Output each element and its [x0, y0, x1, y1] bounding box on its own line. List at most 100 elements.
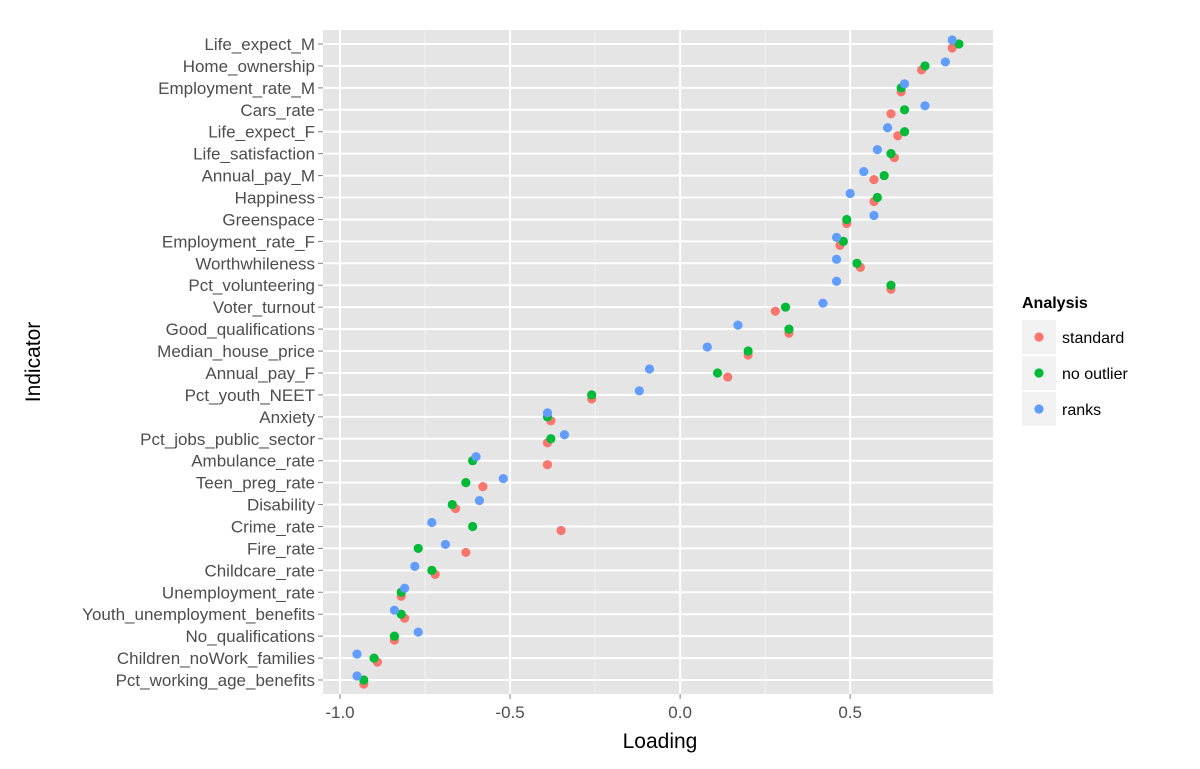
point-no-outlier [852, 258, 862, 268]
point-ranks [400, 583, 410, 593]
y-tick-label: Pct_youth_NEET [185, 386, 315, 405]
point-ranks [818, 298, 828, 308]
y-tick-label: Median_house_price [157, 342, 315, 361]
point-ranks [882, 123, 893, 133]
x-tick-label: 0.0 [668, 703, 692, 722]
y-tick-label: Teen_preg_rate [196, 474, 315, 493]
point-no-outlier [780, 302, 791, 312]
y-tick-label: Voter_turnout [213, 298, 315, 317]
data-points [352, 35, 964, 689]
point-ranks [831, 254, 842, 264]
point-no-outlier [743, 346, 753, 356]
point-no-outlier [369, 653, 379, 663]
point-no-outlier [954, 39, 964, 49]
point-ranks [940, 57, 950, 67]
point-no-outlier [886, 280, 896, 290]
point-no-outlier [587, 390, 597, 400]
point-no-outlier [920, 61, 930, 71]
y-tick-label: Home_ownership [183, 57, 315, 76]
y-tick-label: Cars_rate [240, 101, 315, 120]
plot-panel [323, 30, 993, 694]
y-tick-label: Children_noWork_families [117, 649, 315, 668]
point-no-outlier [546, 434, 556, 444]
point-ranks [702, 342, 712, 352]
point-ranks [498, 474, 508, 484]
point-no-outlier [842, 214, 852, 225]
y-tick-label: Fire_rate [247, 539, 315, 558]
y-tick-label: Anxiety [259, 408, 315, 427]
y-tick-label: Life_satisfaction [193, 145, 315, 164]
point-no-outlier [447, 499, 457, 510]
y-tick-label: Greenspace [222, 210, 315, 229]
point-standard [886, 109, 896, 119]
point-no-outlier [899, 105, 910, 115]
y-tick-label: Employment_rate_F [162, 232, 315, 251]
x-axis: -1.0 -0.5 0.0 0.5 [325, 694, 862, 722]
x-axis-title: Loading [623, 730, 698, 753]
point-standard [869, 174, 879, 185]
y-tick-label: Happiness [235, 189, 315, 208]
point-no-outlier [899, 127, 910, 137]
point-standard [542, 460, 553, 470]
point-ranks [920, 101, 930, 111]
y-tick-label: Worthwhileness [195, 254, 315, 273]
y-tick-label: Unemployment_rate [162, 583, 315, 602]
point-no-outlier [427, 565, 437, 575]
point-ranks [471, 452, 481, 462]
point-ranks [427, 517, 437, 528]
legend-key-no-outlier [1034, 368, 1044, 378]
y-axis: Life_expect_M Home_ownership Employment_ra… [82, 35, 323, 690]
x-tick-label: 0.5 [838, 703, 862, 722]
point-no-outlier [838, 236, 848, 246]
point-ranks [733, 320, 743, 330]
point-no-outlier [396, 609, 406, 619]
x-tick-label: -0.5 [495, 703, 524, 722]
point-ranks [389, 605, 400, 615]
point-ranks [947, 35, 957, 45]
point-standard [947, 43, 957, 53]
point-ranks [644, 364, 655, 374]
y-tick-label: Childcare_rate [204, 561, 315, 580]
point-ranks [872, 145, 882, 155]
y-tick-label: Pct_working_age_benefits [116, 671, 315, 690]
y-tick-label: Employment_rate_M [158, 79, 315, 98]
x-tick-label: -1.0 [325, 703, 354, 722]
legend: Analysis standard no outlier ranks [1022, 295, 1128, 426]
point-standard [770, 306, 780, 316]
point-ranks [559, 430, 570, 440]
point-standard [723, 372, 733, 382]
y-tick-label: Disability [247, 496, 316, 515]
point-no-outlier [359, 675, 369, 685]
point-no-outlier [468, 521, 478, 532]
point-ranks [831, 232, 842, 242]
point-ranks [634, 386, 644, 396]
point-no-outlier [389, 631, 400, 641]
y-axis-title: Indicator [22, 322, 45, 403]
y-tick-label: No_qualifications [186, 627, 315, 646]
point-standard [556, 525, 566, 536]
point-ranks [352, 671, 362, 681]
point-standard [461, 547, 471, 558]
point-no-outlier [712, 368, 723, 378]
legend-key-ranks [1034, 404, 1044, 414]
y-tick-label: Good_qualifications [166, 320, 315, 339]
legend-label: standard [1062, 330, 1124, 347]
y-tick-label: Annual_pay_F [205, 364, 315, 383]
point-standard [478, 482, 488, 492]
point-ranks [831, 276, 842, 286]
point-ranks [845, 188, 855, 199]
point-no-outlier [879, 170, 889, 181]
point-ranks [869, 210, 879, 221]
point-no-outlier [461, 478, 471, 488]
legend-label: no outlier [1062, 366, 1128, 383]
minor-gridlines [424, 30, 766, 694]
legend-key-standard [1034, 332, 1044, 342]
point-no-outlier [886, 149, 896, 159]
y-tick-label: Pct_jobs_public_sector [140, 430, 315, 449]
y-tick-label: Crime_rate [231, 517, 315, 536]
point-ranks [410, 561, 420, 571]
y-tick-label: Pct_volunteering [188, 276, 315, 295]
point-no-outlier [872, 192, 882, 203]
legend-label: ranks [1062, 402, 1101, 419]
point-ranks [352, 649, 362, 659]
